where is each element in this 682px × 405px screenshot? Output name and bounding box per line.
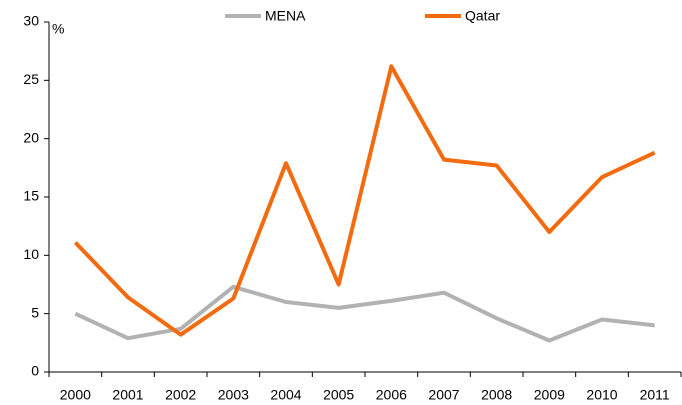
x-tick-label: 2006 [376,387,407,403]
x-tick-label: 2005 [323,387,354,403]
y-tick-label: 20 [23,129,39,145]
y-tick-label: 0 [31,363,39,379]
legend-label: MENA [265,8,306,24]
y-axis-label: % [52,21,64,37]
x-tick-label: 2011 [640,387,670,403]
x-tick-label: 2007 [428,387,459,403]
x-tick-label: 2004 [270,387,301,403]
y-tick-label: 10 [23,246,39,262]
y-tick-label: 30 [23,13,39,29]
x-tick-label: 2010 [586,387,617,403]
y-tick-label: 15 [23,188,39,204]
y-tick-label: 5 [31,304,39,320]
x-tick-label: 2002 [165,387,196,403]
x-tick-label: 2009 [534,387,565,403]
legend-label: Qatar [465,8,500,24]
x-tick-label: 2003 [218,387,249,403]
x-tick-label: 2001 [112,387,143,403]
line-series [74,284,655,343]
y-tick-label: 25 [23,71,39,87]
x-tick-label: 2000 [60,387,91,403]
line-series [73,64,656,337]
x-tick-label: 2008 [481,387,512,403]
